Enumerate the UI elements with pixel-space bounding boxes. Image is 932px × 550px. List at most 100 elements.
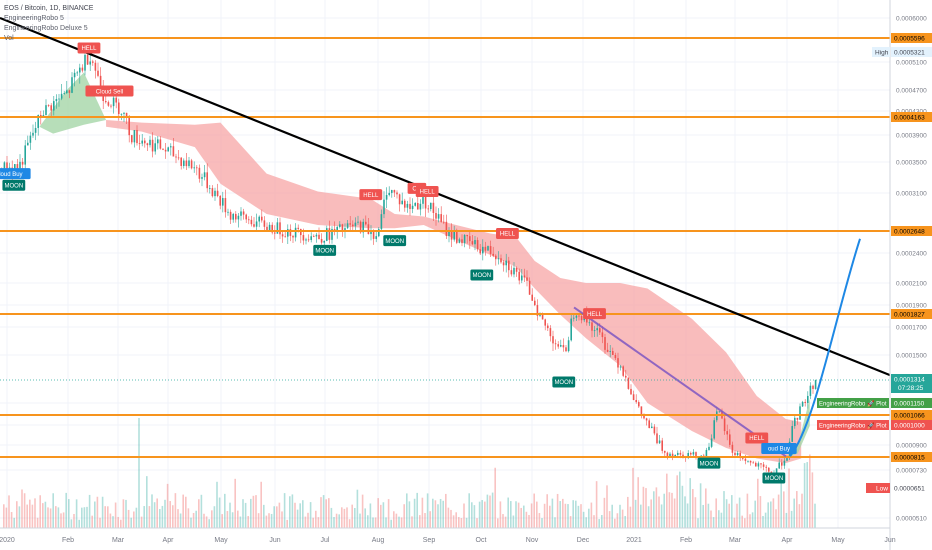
time-tick-9: Oct <box>476 537 487 544</box>
candle-body <box>661 440 663 451</box>
volume-bar <box>164 499 166 528</box>
volume-bar <box>775 509 777 528</box>
volume-bar <box>221 514 223 528</box>
candle-body <box>385 194 388 200</box>
candle-body <box>16 164 19 169</box>
volume-bar <box>455 512 457 528</box>
volume-bar <box>429 511 431 528</box>
volume-bar <box>211 510 213 528</box>
level-label-2: 0.0002648 <box>894 229 925 236</box>
candle-body <box>476 240 479 250</box>
candle-body <box>752 462 754 464</box>
volume-bar <box>356 489 359 528</box>
signal-label-1: Cloud Sell <box>96 89 123 95</box>
candle-body <box>599 328 601 333</box>
candle-body <box>198 167 201 179</box>
volume-bar <box>8 495 10 528</box>
price-tick-8: 0.0002100 <box>896 281 927 288</box>
candle-body <box>534 300 536 306</box>
candle-body <box>456 231 458 243</box>
volume-bar <box>536 501 538 528</box>
candle-body <box>118 102 120 115</box>
volume-bar <box>159 509 161 528</box>
signal-buy: oud Buy <box>761 443 797 455</box>
volume-bar <box>250 498 252 528</box>
candle-body <box>487 246 489 251</box>
volume-bar <box>723 491 725 528</box>
low-tag: Low <box>876 486 888 493</box>
volume-bar <box>471 502 473 528</box>
candle-body <box>765 466 767 468</box>
candle-body <box>440 214 442 222</box>
candle-body <box>151 139 154 152</box>
volume-bar <box>744 518 746 528</box>
volume-bar <box>543 503 546 528</box>
price-axis: 0.00060000.00051000.00047000.00043000.00… <box>817 0 932 550</box>
level-label-4: 0.0001066 <box>894 413 925 420</box>
candle-body <box>19 161 21 169</box>
time-tick-1: Feb <box>62 537 74 544</box>
volume-bar <box>793 498 795 528</box>
volume-bar <box>478 501 481 528</box>
volume-bar <box>759 496 762 528</box>
volume-bar <box>499 501 502 528</box>
signal-moon: MOON <box>383 235 407 247</box>
time-tick-11: Dec <box>577 537 590 544</box>
volume-bar <box>309 502 312 528</box>
volume-bar <box>354 507 356 528</box>
candle-body <box>318 234 320 240</box>
candle-body <box>21 161 24 165</box>
candle-body <box>157 139 159 144</box>
volume-bar <box>770 501 772 528</box>
candle-body <box>718 411 721 413</box>
signal-box <box>697 457 721 469</box>
volume-bar <box>226 511 229 528</box>
volume-bar <box>738 497 741 528</box>
volume-bar <box>153 502 156 528</box>
candle-body <box>466 234 468 237</box>
candle-body <box>497 258 500 260</box>
volume-bar <box>47 507 49 528</box>
candle-body <box>120 113 123 115</box>
volume-bar <box>304 516 307 528</box>
candle-body <box>411 205 414 209</box>
volume-bar <box>140 516 143 528</box>
candle-body <box>263 220 266 227</box>
bearish-cloud <box>106 119 802 464</box>
volume-bar <box>244 502 247 528</box>
volume-bar <box>161 505 164 528</box>
volume-bar <box>359 513 361 528</box>
volume-bar <box>632 467 634 528</box>
volume-bar <box>333 517 335 528</box>
volume-bar <box>801 493 803 528</box>
last-price: 0.0001314 <box>894 377 925 384</box>
volume-bar <box>809 454 811 528</box>
volume-bar <box>705 488 707 528</box>
volume-bar <box>554 517 556 528</box>
candle-body <box>258 216 260 222</box>
volume-bar <box>307 512 309 528</box>
volume-bar <box>588 508 590 528</box>
candle-body <box>632 394 635 401</box>
volume-bar <box>562 498 564 528</box>
candle-body <box>388 192 390 195</box>
candle-body <box>133 129 136 143</box>
volume-bar <box>491 492 494 528</box>
volume-bar <box>112 516 114 528</box>
candle-body <box>398 194 401 205</box>
candle-body <box>352 224 354 227</box>
volume-bar <box>109 513 112 528</box>
volume-bar <box>62 512 65 528</box>
signal-label-6: MOON <box>385 239 404 245</box>
candle-body <box>167 147 169 152</box>
candle-body <box>450 230 453 240</box>
volume-bar <box>806 462 808 528</box>
volume-bar <box>130 517 132 528</box>
candle-body <box>216 190 219 196</box>
candle-body <box>240 211 242 216</box>
volume-bar <box>567 504 569 528</box>
volume-bar <box>322 495 325 528</box>
candle-body <box>214 190 216 197</box>
volume-bar <box>387 499 390 528</box>
